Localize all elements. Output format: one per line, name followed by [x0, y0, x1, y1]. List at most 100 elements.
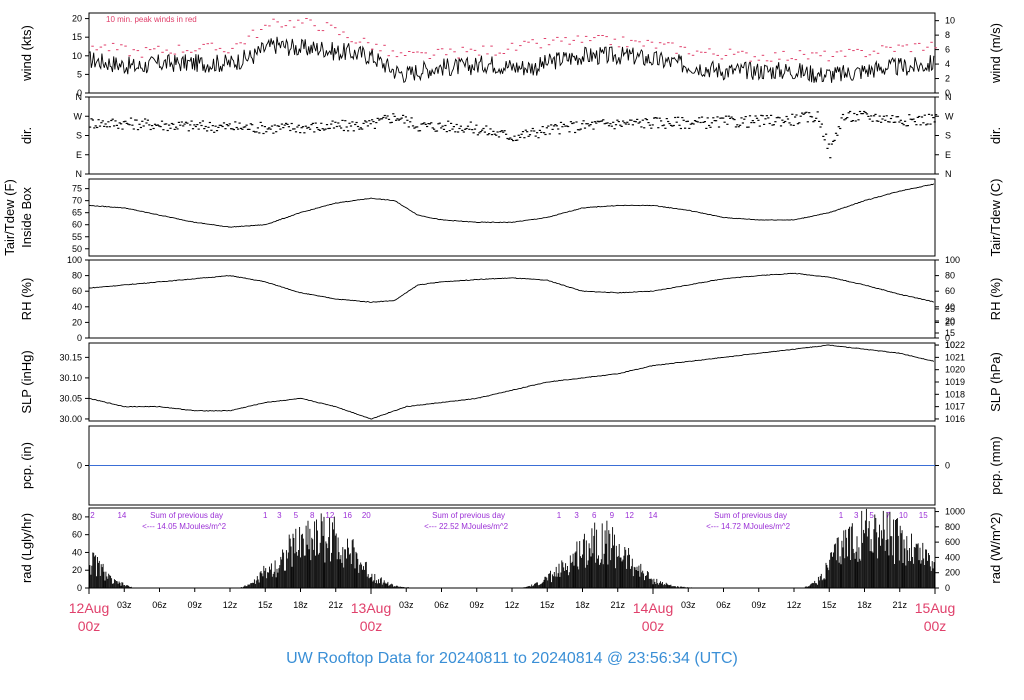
temp-line — [88, 183, 935, 228]
radiation-hour-mark: 5 — [294, 511, 299, 520]
xtick-label: 06z — [434, 600, 449, 610]
ytick-label-left: 70 — [72, 196, 82, 206]
xtick-label: 15z — [258, 600, 273, 610]
chart-footer-title: UW Rooftop Data for 20240811 to 20240814… — [286, 650, 738, 667]
xtick-label: 15z — [540, 600, 555, 610]
radiation-hour-mark: 3 — [277, 511, 282, 520]
ytick-label-right: 20 — [945, 316, 955, 326]
ytick-label-right: 600 — [945, 537, 960, 547]
date-time-label: 00z — [642, 618, 665, 634]
ytick-label-left: 0 — [77, 583, 82, 593]
xtick-label: 21z — [892, 600, 907, 610]
ytick-label-right: 25 — [945, 304, 955, 314]
ytick-label-right: 15 — [945, 328, 955, 338]
ytick-label-left: 80 — [72, 512, 82, 522]
xtick-label: 09z — [469, 600, 484, 610]
date-label: 13Aug — [351, 600, 391, 616]
date-label: 15Aug — [915, 600, 955, 616]
daily-sum-value: <--- 22.52 MJoules/m^2 — [424, 522, 509, 531]
ytick-label-right: 0 — [945, 461, 950, 471]
xtick-label: 18z — [857, 600, 872, 610]
radiation-hour-mark: 15 — [919, 511, 928, 520]
ytick-label-right: 800 — [945, 522, 960, 532]
ytick-label-left: 20 — [72, 317, 82, 327]
xtick-label: 12z — [787, 600, 802, 610]
y-axis-label-left: SLP (inHg) — [19, 350, 34, 413]
radiation-hour-mark: 12 — [325, 511, 334, 520]
ytick-label-right: 60 — [945, 286, 955, 296]
radiation-hour-mark: 3 — [854, 511, 859, 520]
xtick-label: 18z — [293, 600, 308, 610]
xtick-label: 12z — [223, 600, 238, 610]
y-axis-label-right: wind (m/s) — [988, 23, 1003, 84]
xtick-label: 09z — [187, 600, 202, 610]
y-axis-label-right: rad (W/m^2) — [988, 512, 1003, 583]
radiation-hour-mark: 12 — [625, 511, 634, 520]
xtick-label: 03z — [399, 600, 414, 610]
ytick-label-right: 10 — [945, 16, 955, 26]
ytick-label-right: 1000 — [945, 507, 965, 517]
radiation-hour-mark: 14 — [649, 511, 658, 520]
ytick-label-left: 60 — [72, 220, 82, 230]
date-label: 14Aug — [633, 600, 673, 616]
panel-frame-wind — [88, 12, 936, 94]
ytick-label-left: 0 — [77, 333, 82, 343]
ytick-label-left: 100 — [67, 255, 82, 265]
ytick-label-right: E — [945, 150, 951, 160]
y-axis-label-right: pcp. (mm) — [988, 436, 1003, 495]
panel-frame-dir — [88, 96, 936, 175]
ytick-label-right: N — [945, 92, 952, 102]
ytick-label-right: 0 — [945, 88, 950, 98]
panel-frame-rad — [88, 507, 936, 589]
ytick-label-left: 75 — [72, 184, 82, 194]
ytick-label-left: 5 — [77, 69, 82, 79]
slp-line — [88, 344, 935, 420]
radiation-hour-mark: 1 — [839, 511, 844, 520]
ytick-label-right: 1022 — [945, 340, 965, 350]
ytick-label-left: W — [74, 111, 83, 121]
ytick-label-left: S — [76, 131, 82, 141]
ytick-label-right: 4 — [945, 59, 950, 69]
ytick-label-left: 65 — [72, 208, 82, 218]
ytick-label-right: 0 — [945, 333, 950, 343]
panel-frame-rh — [88, 259, 936, 339]
panel-frame-slp — [88, 342, 936, 422]
radiation-hour-mark: 10 — [899, 511, 908, 520]
y-axis-label-left: pcp. (in) — [19, 442, 34, 489]
radiation-hour-mark: 16 — [343, 511, 352, 520]
daily-sum-label: Sum of previous day — [150, 511, 223, 520]
ytick-label-right: 10 — [945, 340, 955, 350]
xtick-label: 12z — [505, 600, 520, 610]
ytick-label-left: 40 — [72, 302, 82, 312]
daily-sum-value: <--- 14.05 MJoules/m^2 — [142, 522, 227, 531]
xtick-label: 06z — [716, 600, 731, 610]
ytick-label-left: N — [76, 92, 83, 102]
ytick-label-right: N — [945, 169, 952, 179]
ytick-label-right: 20 — [945, 317, 955, 327]
ytick-label-left: 15 — [72, 32, 82, 42]
xtick-label: 21z — [610, 600, 625, 610]
ytick-label-left: N — [76, 169, 83, 179]
date-time-label: 00z — [924, 618, 947, 634]
ytick-label-left: 20 — [72, 565, 82, 575]
radiation-hour-mark: 3 — [574, 511, 579, 520]
radiation-hour-mark: 6 — [592, 511, 597, 520]
y-axis-label-left: RH (%) — [19, 278, 34, 321]
y-axis-label-left: dir. — [19, 127, 34, 144]
ytick-label-right: 80 — [945, 271, 955, 281]
xtick-label: 03z — [117, 600, 132, 610]
radiation-hour-mark: 14 — [117, 511, 126, 520]
y-axis-label-right: RH (%) — [988, 278, 1003, 321]
daily-sum-label: Sum of previous day — [432, 511, 505, 520]
date-time-label: 00z — [360, 618, 383, 634]
date-label: 12Aug — [69, 600, 109, 616]
ytick-label-left: E — [76, 150, 82, 160]
radiation-hour-mark: 8 — [310, 511, 315, 520]
radiation-hour-mark: 9 — [610, 511, 615, 520]
radiation-hour-mark: 20 — [362, 511, 371, 520]
y-axis-label-right: dir. — [988, 127, 1003, 144]
ytick-label-right: 0 — [945, 583, 950, 593]
ytick-label-right: S — [945, 131, 951, 141]
daily-sum-label: Sum of previous day — [714, 511, 787, 520]
ytick-label-left: 60 — [72, 530, 82, 540]
